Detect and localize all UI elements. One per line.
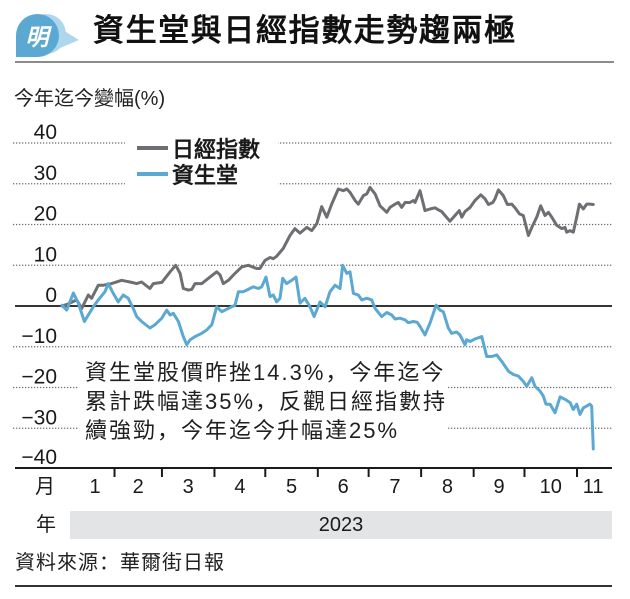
legend-label-shiseido: 資生堂 (172, 163, 238, 188)
title-divider (15, 61, 614, 63)
month-axis-label: 月 (35, 476, 55, 498)
legend: 日經指數 資生堂 (137, 137, 260, 188)
y-tick-labels: 40 30 20 10 0 −10 −20 −30 −40 (21, 121, 57, 469)
year-axis-label: 年 (36, 514, 56, 536)
legend-background (125, 130, 278, 190)
annotation-line-1: 資生堂股價昨挫14.3%，今年迄今 (85, 360, 446, 385)
month-label: 8 (442, 476, 453, 498)
y-tick-label: −40 (21, 446, 57, 469)
annotation-line-2: 累計跌幅達35%，反觀日經指數持 (85, 389, 448, 414)
annotation-background (78, 356, 447, 446)
x-tick-labels: 月 1 2 3 4 5 6 7 8 9 10 11 (35, 476, 603, 498)
y-tick-label: 30 (34, 162, 57, 185)
logo-crescent-tail (58, 27, 79, 48)
y-tick-label: −20 (21, 366, 57, 389)
year-band: 2023 (70, 511, 612, 539)
month-label: 7 (389, 476, 400, 498)
y-tick-label: 20 (34, 203, 57, 226)
month-label: 5 (286, 476, 297, 498)
month-label: 11 (583, 476, 604, 498)
month-label: 9 (494, 476, 505, 498)
annotation-line-3: 續強勁，今年迄今升幅達25% (85, 418, 400, 443)
month-label: 4 (234, 476, 245, 498)
bottom-divider (15, 585, 612, 587)
y-tick-label: −30 (21, 406, 57, 429)
month-label: 3 (183, 476, 194, 498)
shiseido-line (60, 263, 595, 451)
logo-text: 明 (26, 25, 53, 51)
logo-bubble (15, 14, 59, 58)
logo: 明 (15, 14, 79, 58)
series (60, 185, 595, 451)
axes (15, 305, 612, 477)
source-note: 資料來源：華爾街日報 (15, 552, 225, 574)
y-tick-label: 10 (34, 243, 57, 266)
y-tick-label: −10 (21, 325, 57, 348)
nikkei-line (60, 185, 595, 310)
y-axis-label: 今年迄今變幅(%) (14, 88, 166, 110)
year-value: 2023 (318, 514, 364, 536)
y-tick-label: 40 (34, 121, 57, 144)
y-tick-label: 0 (45, 284, 57, 307)
month-label: 10 (540, 476, 562, 498)
chart-title: 資生堂與日經指數走勢趨兩極 (93, 13, 517, 48)
legend-label-nikkei: 日經指數 (172, 137, 260, 162)
month-label: 1 (89, 476, 100, 498)
month-label: 2 (133, 476, 144, 498)
month-label: 6 (338, 476, 349, 498)
